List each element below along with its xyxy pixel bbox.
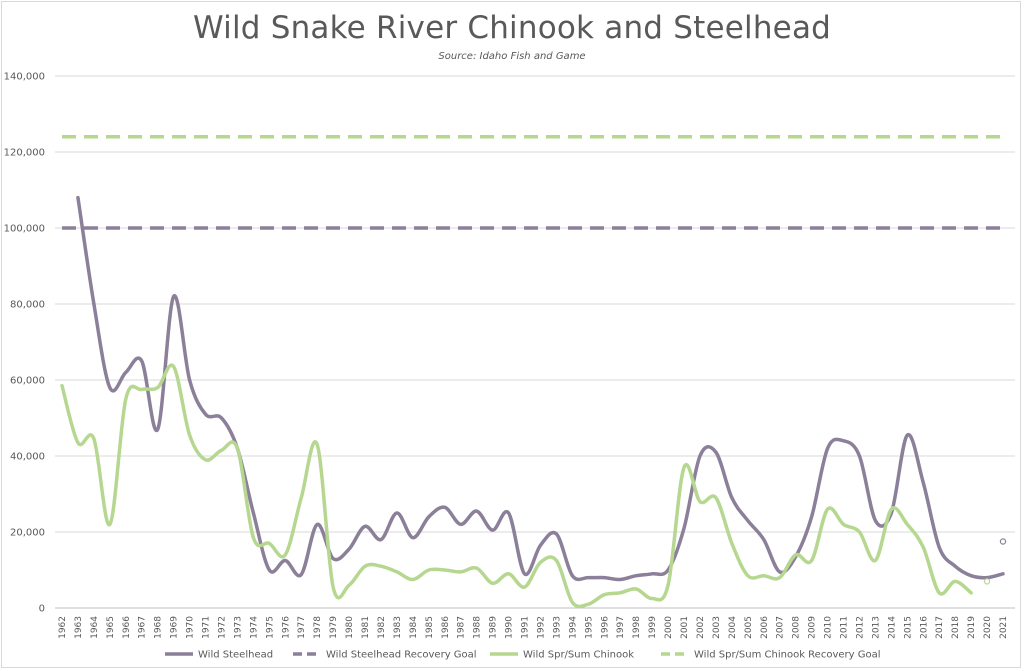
x-tick-label: 2016 bbox=[919, 616, 929, 639]
y-tick-label: 80,000 bbox=[10, 300, 45, 311]
x-tick-label: 2014 bbox=[887, 616, 897, 639]
x-tick-label: 1999 bbox=[648, 616, 658, 639]
x-tick-label: 1991 bbox=[521, 616, 531, 639]
x-tick-label: 1979 bbox=[329, 616, 339, 639]
x-tick-label: 2021 bbox=[999, 616, 1009, 639]
x-tick-label: 2011 bbox=[840, 616, 850, 639]
x-tick-label: 1969 bbox=[170, 616, 180, 639]
series-lines bbox=[60, 135, 1005, 609]
x-tick-label: 2007 bbox=[776, 616, 786, 639]
x-tick-label: 1994 bbox=[568, 616, 578, 639]
x-tick-label: 1980 bbox=[345, 616, 355, 639]
y-tick-label: 100,000 bbox=[4, 224, 45, 235]
x-tick-label: 2003 bbox=[712, 616, 722, 639]
x-tick-label: 1974 bbox=[249, 616, 259, 639]
x-tick-label: 1975 bbox=[265, 616, 275, 639]
y-tick-label: 60,000 bbox=[10, 376, 45, 387]
x-tick-label: 2019 bbox=[967, 616, 977, 639]
series-points bbox=[983, 538, 1007, 585]
x-tick-label: 1976 bbox=[281, 616, 291, 639]
x-tick-label: 2006 bbox=[760, 616, 770, 639]
y-tick-label: 140,000 bbox=[4, 72, 45, 83]
x-tick-label: 1982 bbox=[377, 616, 387, 639]
x-tick-label: 2012 bbox=[855, 616, 865, 639]
x-tick-label: 1973 bbox=[233, 616, 243, 639]
gridlines bbox=[55, 75, 1015, 609]
x-tick-label: 1965 bbox=[106, 616, 116, 639]
x-tick-label: 1968 bbox=[154, 616, 164, 639]
chart-title: Wild Snake River Chinook and Steelhead bbox=[192, 10, 832, 46]
x-tick-label: 1997 bbox=[616, 616, 626, 639]
series-line-wild-steelhead bbox=[76, 195, 1005, 582]
x-tick-label: 2009 bbox=[808, 616, 818, 639]
x-tick-label: 1981 bbox=[361, 616, 371, 639]
x-tick-label: 2005 bbox=[744, 616, 754, 639]
x-tick-label: 1962 bbox=[58, 616, 68, 639]
x-tick-label: 2001 bbox=[680, 616, 690, 639]
x-tick-label: 1986 bbox=[441, 616, 451, 639]
series-line-wild-spr-sum-chinook bbox=[60, 363, 973, 609]
x-tick-label: 2008 bbox=[792, 616, 802, 639]
x-tick-label: 1967 bbox=[138, 616, 148, 639]
y-tick-label: 0 bbox=[39, 604, 45, 615]
x-tick-label: 2000 bbox=[664, 616, 674, 639]
x-tick-label: 1970 bbox=[186, 616, 196, 639]
x-tick-label: 1977 bbox=[297, 616, 307, 639]
x-tick-label: 1966 bbox=[122, 616, 132, 639]
y-tick-label: 40,000 bbox=[10, 452, 45, 463]
x-tick-label: 1996 bbox=[600, 616, 610, 639]
y-axis: 0 20,000 40,000 60,000 80,000 100,000 120,000 1… bbox=[4, 72, 45, 615]
data-point-marker bbox=[983, 578, 991, 585]
x-tick-label: 1995 bbox=[584, 616, 594, 639]
x-axis: 1962 1963 1964 1965 1966 1967 1968 1969 1970 1971… bbox=[55, 607, 1015, 639]
x-tick-label: 1964 bbox=[90, 616, 100, 639]
x-tick-label: 2020 bbox=[983, 616, 993, 639]
x-tick-label: 2018 bbox=[951, 616, 961, 639]
x-tick-label: 1983 bbox=[393, 616, 403, 639]
x-tick-label: 1988 bbox=[473, 616, 483, 639]
x-tick-label: 1985 bbox=[425, 616, 435, 639]
x-tick-label: 1989 bbox=[489, 616, 499, 639]
x-tick-label: 1990 bbox=[505, 616, 515, 639]
x-tick-label: 1992 bbox=[536, 616, 546, 639]
x-tick-label: 1963 bbox=[74, 616, 84, 639]
y-tick-label: 20,000 bbox=[10, 528, 45, 539]
y-tick-label: 120,000 bbox=[4, 148, 45, 159]
x-tick-label: 2002 bbox=[696, 616, 706, 639]
x-tick-label: 2004 bbox=[728, 616, 738, 639]
x-tick-label: 2013 bbox=[871, 616, 881, 639]
x-tick-label: 1972 bbox=[217, 616, 227, 639]
legend-label: Wild Spr/Sum Chinook bbox=[523, 650, 634, 661]
legend: Wild Steelhead Wild Steelhead Recovery Go… bbox=[165, 650, 881, 661]
legend-label: Wild Steelhead bbox=[198, 650, 273, 661]
x-tick-label: 2010 bbox=[824, 616, 834, 639]
x-tick-label: 1971 bbox=[202, 616, 212, 639]
x-tick-label: 2015 bbox=[903, 616, 913, 639]
x-tick-label: 1993 bbox=[552, 616, 562, 639]
x-tick-label: 1987 bbox=[457, 616, 467, 639]
x-tick-label: 1984 bbox=[409, 616, 419, 639]
chart-subtitle: Source: Idaho Fish and Game bbox=[438, 51, 586, 62]
legend-label: Wild Spr/Sum Chinook Recovery Goal bbox=[694, 650, 881, 661]
legend-label: Wild Steelhead Recovery Goal bbox=[326, 650, 477, 661]
x-tick-label: 1978 bbox=[313, 616, 323, 639]
data-point-marker bbox=[999, 538, 1007, 545]
x-tick-label: 1998 bbox=[632, 616, 642, 639]
x-tick-label: 2017 bbox=[935, 616, 945, 639]
